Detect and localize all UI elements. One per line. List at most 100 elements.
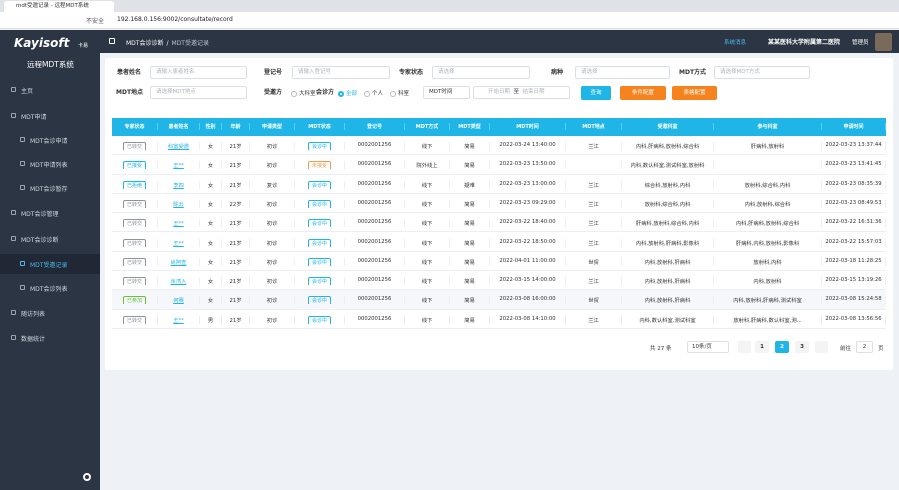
search-button[interactable]: 查询	[581, 86, 611, 100]
label: MDT方式	[679, 69, 707, 76]
prev-page[interactable]	[738, 341, 751, 353]
menu-icon	[20, 137, 25, 142]
cell-text: 内科,数认科室,测试科室,放射科	[630, 163, 705, 170]
cell-text: 兰江	[588, 182, 599, 189]
mdt-status-tag: 会诊中	[307, 257, 331, 266]
table-row	[112, 290, 886, 310]
patient-link[interactable]: 王**	[173, 317, 184, 324]
table-cell: 2022-03-15 13:19:26	[822, 277, 886, 286]
cell-text: 女	[207, 259, 214, 266]
date-range[interactable]: 开始日期 至 结束日期	[473, 86, 570, 99]
menu-item[interactable]: 主页	[21, 88, 34, 95]
table-cell: 2022-03-08 14:10:00	[490, 315, 566, 324]
table-cell: 21岁	[222, 315, 250, 324]
menu-item[interactable]: MDT会诊申请	[30, 138, 68, 145]
cell-text: 肝病科,放射科,综合科,内科	[635, 221, 700, 228]
patient-link[interactable]: 尚阿查	[170, 259, 187, 266]
table-cell: 疑难	[450, 180, 490, 189]
cell-text: 线下	[421, 182, 433, 189]
radio[interactable]	[291, 90, 297, 97]
page-number[interactable]: 1	[755, 341, 769, 353]
select[interactable]: 请选择MDT地点	[150, 86, 247, 99]
condition-config-button[interactable]: 条件配置	[620, 86, 666, 100]
label: 专家状态	[399, 69, 424, 76]
radio-label: 大科室	[299, 91, 316, 97]
cell-text: 内科,放射科,肝病科	[644, 279, 691, 286]
label: 登记号	[264, 69, 283, 76]
mdt-status-tag: 未接受	[307, 161, 331, 170]
expert-status-tag: 已转交	[122, 315, 146, 324]
table-cell: 21岁	[222, 257, 250, 266]
menu-item[interactable]: MDT会诊管理	[21, 211, 59, 218]
table-cell: 女	[200, 277, 222, 286]
radio[interactable]	[364, 90, 371, 97]
menu-item[interactable]: 随访列表	[21, 311, 46, 318]
table-cell: 已转交	[112, 219, 158, 228]
select[interactable]: MDT时间	[423, 86, 470, 99]
select[interactable]: 请选择	[575, 66, 670, 79]
table-cell: 2022-03-24 13:40:00	[490, 142, 566, 150]
input[interactable]: 请输入登记号	[292, 66, 390, 79]
cell-text: 0002001256	[357, 161, 392, 168]
cell-text: 初诊	[266, 317, 278, 324]
patient-link[interactable]: 王**	[173, 221, 184, 228]
select[interactable]: 请选择MDT方式	[714, 66, 810, 79]
patient-link[interactable]: 科室受邀	[167, 144, 190, 150]
settings-icon[interactable]	[83, 473, 91, 481]
system-message[interactable]: 系统消息	[724, 40, 747, 46]
table-cell: 2022-03-08 13:56:56	[822, 315, 886, 324]
menu-item[interactable]: MDT受邀记录	[30, 262, 68, 269]
table-cell: 内科,肝病科,放射科,综合科	[622, 142, 714, 150]
cell-text: 内科,放射科,肝病科,测试科室	[733, 298, 802, 305]
radio[interactable]	[338, 90, 344, 97]
column-header: MDT时间	[490, 123, 566, 130]
user-name[interactable]: 管理员	[852, 40, 869, 46]
cell-text: 初诊	[266, 298, 278, 305]
tab[interactable]: mdt受邀记录 - 远程MDT系统	[4, 1, 114, 12]
radio-option[interactable]: 个人	[364, 90, 383, 97]
cell-text: 内科,放射科	[753, 279, 782, 286]
page-number[interactable]: 2	[775, 341, 789, 353]
table-cell: 放射科,内科	[714, 257, 822, 266]
input[interactable]: 请输入患者姓名	[150, 66, 247, 79]
radio[interactable]	[390, 90, 397, 97]
patient-link[interactable]: 李四	[173, 182, 184, 189]
menu-item[interactable]: 数据统计	[21, 336, 46, 343]
select[interactable]: 请选择	[432, 66, 530, 79]
table-config-button[interactable]: 表格配置	[672, 86, 717, 100]
cell-text: 2022-03-23 08:49:53	[825, 199, 882, 206]
next-page[interactable]	[815, 341, 828, 353]
radio-option[interactable]: 全部	[338, 90, 357, 97]
menu-item[interactable]: MDT申请	[21, 114, 47, 121]
goto-input[interactable]: 2	[856, 341, 873, 353]
page-number[interactable]: 3	[795, 341, 809, 353]
menu-item[interactable]: MDT会诊诊断	[21, 237, 59, 244]
menu-item[interactable]: MDT会诊列表	[30, 286, 68, 293]
patient-link[interactable]: 陈云	[173, 201, 184, 208]
cell-text: 简易	[464, 201, 475, 208]
cell-text: 21岁	[229, 144, 242, 150]
patient-link[interactable]: 余湾入	[170, 279, 187, 286]
menu-toggle[interactable]	[109, 38, 115, 44]
menu-icon	[11, 87, 16, 92]
table-cell: 陈云	[158, 199, 200, 208]
cell-text: 2022-03-23 08:35:39	[825, 180, 882, 187]
patient-link[interactable]: 何赛	[173, 298, 184, 305]
logo: Kayisoft	[14, 36, 70, 50]
patient-link[interactable]: 王**	[173, 240, 184, 247]
radio-option[interactable]: 科室	[390, 90, 409, 97]
cell-text: 2022-03-22 18:50:00	[499, 238, 556, 245]
avatar[interactable]	[875, 33, 892, 51]
table-cell: 女	[200, 161, 222, 170]
column-header: 申请时间	[822, 123, 886, 130]
page-size-select[interactable]: 10条/页	[687, 341, 729, 353]
radio-option[interactable]: 大科室	[291, 89, 316, 97]
menu-item[interactable]: MDT申请列表	[30, 162, 68, 169]
table-cell: 21岁	[222, 219, 250, 228]
url[interactable]: 192.168.0.156:9002/consultate/record	[117, 16, 233, 23]
patient-link[interactable]: 王**	[173, 163, 184, 170]
table-cell: 兰江	[566, 142, 622, 150]
breadcrumb-item: MDT会诊诊断	[126, 40, 164, 47]
cell-text: 2022-03-23 09:29:00	[499, 199, 556, 206]
menu-item[interactable]: MDT会诊暂存	[30, 186, 68, 193]
